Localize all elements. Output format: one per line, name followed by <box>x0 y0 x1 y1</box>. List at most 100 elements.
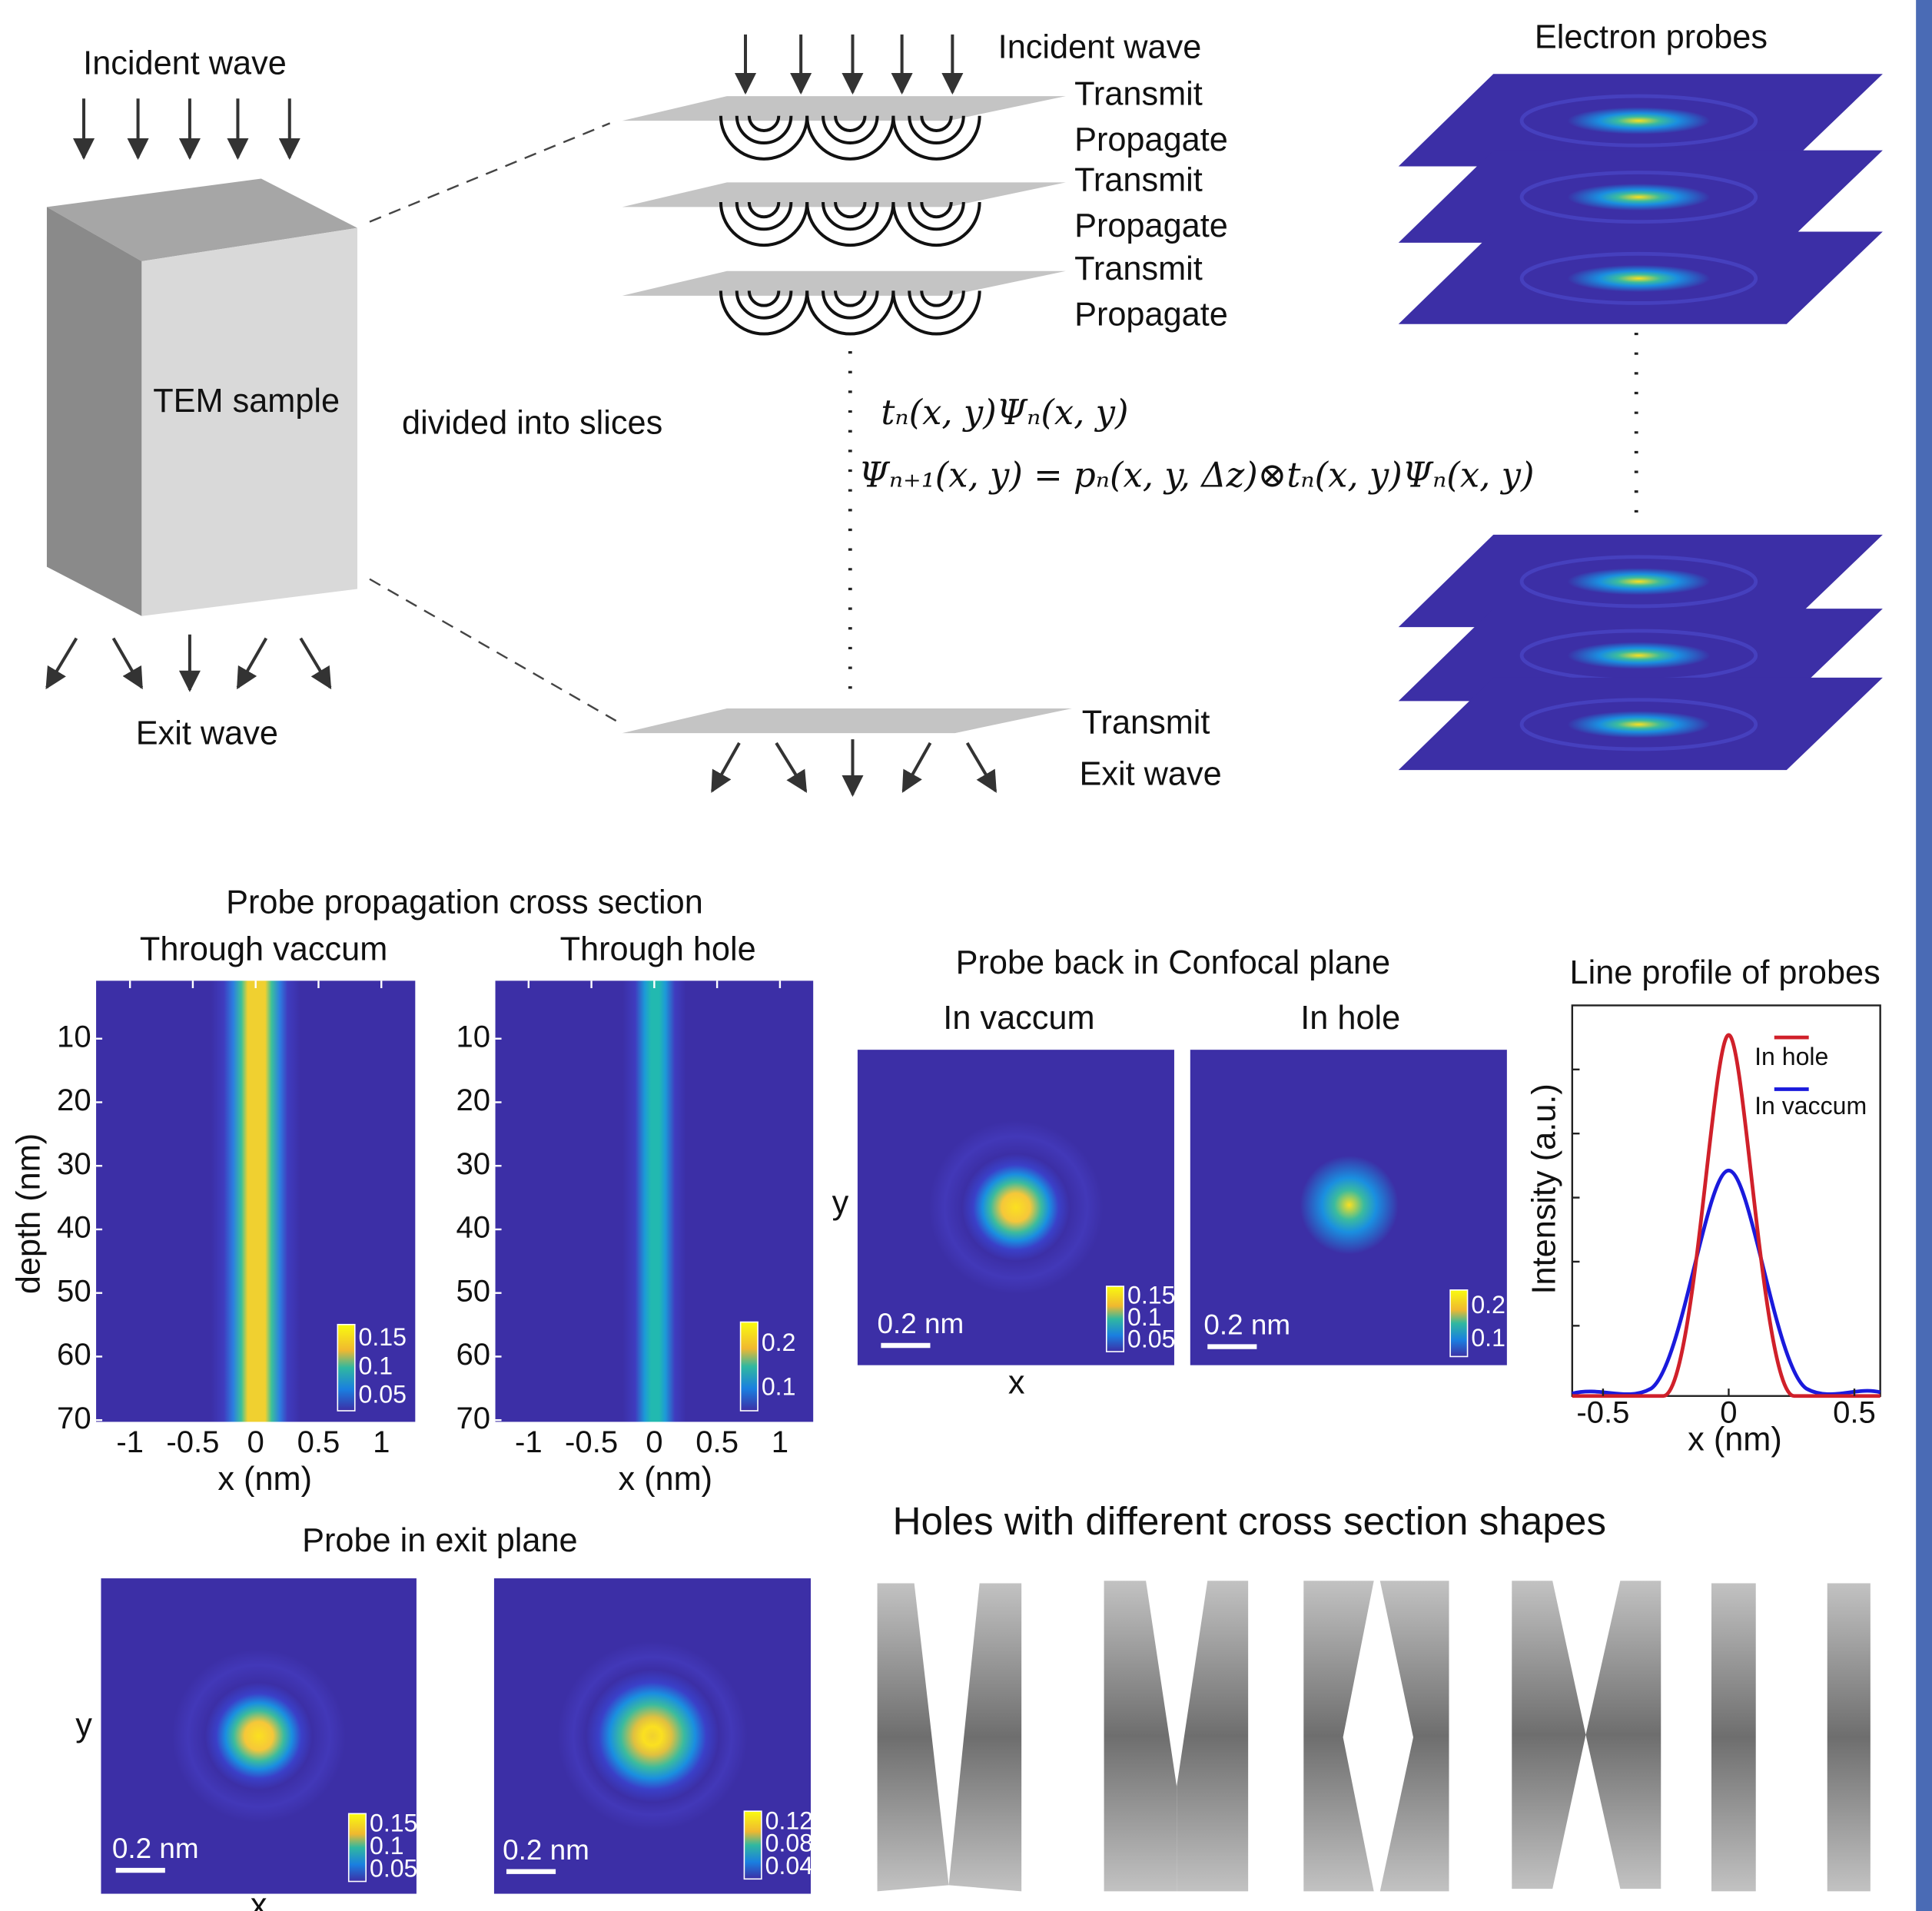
y-tick-label: 60 <box>456 1338 491 1372</box>
cross-section: Probe propagation cross section Through … <box>11 884 814 1497</box>
section-title: Holes with different cross section shape… <box>893 1499 1607 1543</box>
wave-arc <box>893 116 979 159</box>
step-label: Transmit <box>1074 162 1203 199</box>
colorbar-tick: 0.15 <box>359 1323 407 1351</box>
colorbar-tick: 0.2 <box>762 1329 796 1356</box>
colorbar-tick: 0.05 <box>1127 1325 1175 1352</box>
holes: Holes with different cross section shape… <box>878 1499 1871 1891</box>
colorbar <box>1107 1286 1124 1352</box>
x-tick-label: 0.5 <box>695 1425 739 1459</box>
incident-label: Incident wave <box>83 45 287 81</box>
spot <box>1300 1156 1398 1254</box>
colorbar-tick: 0.1 <box>762 1373 796 1401</box>
x-label: x (nm) <box>217 1461 312 1498</box>
x-tick-label: -1 <box>116 1425 144 1459</box>
wave-arc <box>893 290 979 333</box>
probe-spot <box>1567 568 1710 595</box>
colorbar <box>349 1813 366 1881</box>
x-label: x <box>1008 1365 1025 1402</box>
colorbar <box>741 1322 758 1411</box>
probes-title: Electron probes <box>1535 19 1768 56</box>
division-label: divided into slices <box>402 405 662 442</box>
probe-spot <box>1567 108 1710 134</box>
page: {"schematic": { "sample": {"incident_lab… <box>0 0 1932 1911</box>
colorbar <box>744 1811 761 1879</box>
sample-label: TEM sample <box>153 383 340 420</box>
slice <box>622 182 1066 207</box>
x-tick-label: 0 <box>646 1425 662 1459</box>
colorbar-tick: 0.04 <box>765 1852 813 1879</box>
colorbar <box>337 1325 354 1411</box>
slice <box>622 271 1066 296</box>
x-label: x <box>251 1887 267 1911</box>
probes-schematic: Electron probes <box>1399 19 1883 770</box>
step-label: Transmit <box>1074 76 1203 113</box>
sample-schematic: Incident wave TEM sample Exit wave divid… <box>47 45 662 751</box>
step-label: Transmit <box>1074 250 1203 287</box>
y-tick-label: 30 <box>57 1147 91 1181</box>
equation: tₙ(x, y)Ψₙ(x, y) <box>881 392 1128 433</box>
wave-arc <box>893 202 979 245</box>
step-label: Exit wave <box>1080 756 1222 793</box>
probe-spot <box>1567 642 1710 669</box>
panel-title: In vaccum <box>943 1000 1094 1037</box>
confocal: Probe back in Confocal plane In vaccum I… <box>832 944 1507 1402</box>
x-tick-label: 0.5 <box>1833 1395 1876 1429</box>
equation: Ψₙ₊₁(x, y) = pₙ(x, y, Δz)⊗tₙ(x, y)Ψₙ(x, … <box>859 455 1535 496</box>
y-tick-label: 40 <box>456 1211 491 1245</box>
y-tick-label: 20 <box>57 1083 91 1117</box>
wave-arc <box>807 202 893 245</box>
line-profile: Line profile of probes In hole In vaccum… <box>1526 954 1881 1458</box>
x-tick-label: 1 <box>373 1425 390 1459</box>
section-title: Line profile of probes <box>1570 954 1881 991</box>
y-tick-label: 50 <box>57 1274 91 1308</box>
y-tick-label: 20 <box>456 1083 491 1117</box>
step-label: Propagate <box>1074 121 1228 158</box>
y-label: Intensity (a.u.) <box>1526 1083 1563 1294</box>
x-tick-label: 0.5 <box>297 1425 340 1459</box>
wave-arc <box>807 290 893 333</box>
y-tick-label: 70 <box>456 1402 491 1435</box>
y-tick-label: 60 <box>57 1338 91 1372</box>
legend-entry: In hole <box>1754 1043 1828 1070</box>
probe-spot <box>1567 184 1710 211</box>
section-title: Probe in exit plane <box>302 1522 577 1559</box>
y-label: depth (nm) <box>11 1133 48 1294</box>
panel-title: Through hole <box>560 931 756 967</box>
x-tick-label: -0.5 <box>166 1425 219 1459</box>
colorbar-tick: 0.05 <box>359 1381 407 1408</box>
colorbar-tick: 0.1 <box>359 1352 393 1379</box>
y-tick-label: 70 <box>57 1402 91 1435</box>
incident-label: Incident wave <box>998 29 1202 66</box>
slide-edge <box>1916 0 1932 1911</box>
step-label: Transmit <box>1082 704 1210 741</box>
x-tick-label: -0.5 <box>565 1425 618 1459</box>
wave-arc <box>807 116 893 159</box>
legend-entry: In vaccum <box>1754 1092 1867 1120</box>
y-tick-label: 50 <box>456 1274 491 1308</box>
wave-arc <box>721 202 807 245</box>
x-tick-label: -0.5 <box>1576 1395 1629 1429</box>
x-tick-label: 0 <box>247 1425 264 1459</box>
colorbar <box>1450 1290 1467 1357</box>
exit-label: Exit wave <box>136 715 278 752</box>
x-tick-label: 0 <box>1720 1395 1737 1429</box>
slices-schematic: Incident wave Transmit Exit wave tₙ(x, y… <box>622 29 1535 795</box>
x-label: x (nm) <box>618 1461 712 1498</box>
wave-arc <box>721 290 807 333</box>
scale-bar-label: 0.2 nm <box>503 1834 589 1866</box>
scale-bar-label: 0.2 nm <box>112 1833 199 1864</box>
probe-spot <box>1567 265 1710 292</box>
section-title: Probe propagation cross section <box>226 884 703 921</box>
step-label: Propagate <box>1074 207 1228 244</box>
y-tick-label: 40 <box>57 1211 91 1245</box>
section-title: Probe back in Confocal plane <box>956 944 1390 981</box>
scale-bar-label: 0.2 nm <box>878 1308 964 1339</box>
y-tick-label: 10 <box>57 1020 91 1053</box>
slice <box>622 96 1066 121</box>
wave-arc <box>721 116 807 159</box>
y-label: y <box>832 1185 849 1222</box>
y-tick-label: 30 <box>456 1147 491 1181</box>
y-tick-label: 10 <box>456 1020 491 1053</box>
